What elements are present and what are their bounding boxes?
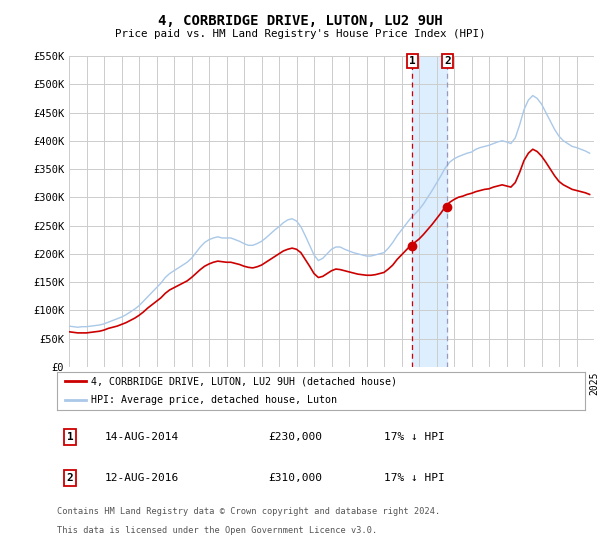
Text: £310,000: £310,000	[268, 473, 322, 483]
Text: 14-AUG-2014: 14-AUG-2014	[104, 432, 179, 442]
Text: Contains HM Land Registry data © Crown copyright and database right 2024.: Contains HM Land Registry data © Crown c…	[57, 507, 440, 516]
Text: 17% ↓ HPI: 17% ↓ HPI	[385, 473, 445, 483]
Text: 1: 1	[67, 432, 74, 442]
Text: 12-AUG-2016: 12-AUG-2016	[104, 473, 179, 483]
Text: 1: 1	[409, 56, 416, 66]
Text: 17% ↓ HPI: 17% ↓ HPI	[385, 432, 445, 442]
Text: 4, CORBRIDGE DRIVE, LUTON, LU2 9UH (detached house): 4, CORBRIDGE DRIVE, LUTON, LU2 9UH (deta…	[91, 376, 397, 386]
Text: £230,000: £230,000	[268, 432, 322, 442]
Text: This data is licensed under the Open Government Licence v3.0.: This data is licensed under the Open Gov…	[57, 526, 377, 535]
Text: Price paid vs. HM Land Registry's House Price Index (HPI): Price paid vs. HM Land Registry's House …	[115, 29, 485, 39]
Text: 4, CORBRIDGE DRIVE, LUTON, LU2 9UH: 4, CORBRIDGE DRIVE, LUTON, LU2 9UH	[158, 14, 442, 28]
Text: 2: 2	[444, 56, 451, 66]
Bar	[412, 56, 448, 367]
Text: HPI: Average price, detached house, Luton: HPI: Average price, detached house, Luto…	[91, 395, 337, 405]
Text: 2: 2	[67, 473, 74, 483]
